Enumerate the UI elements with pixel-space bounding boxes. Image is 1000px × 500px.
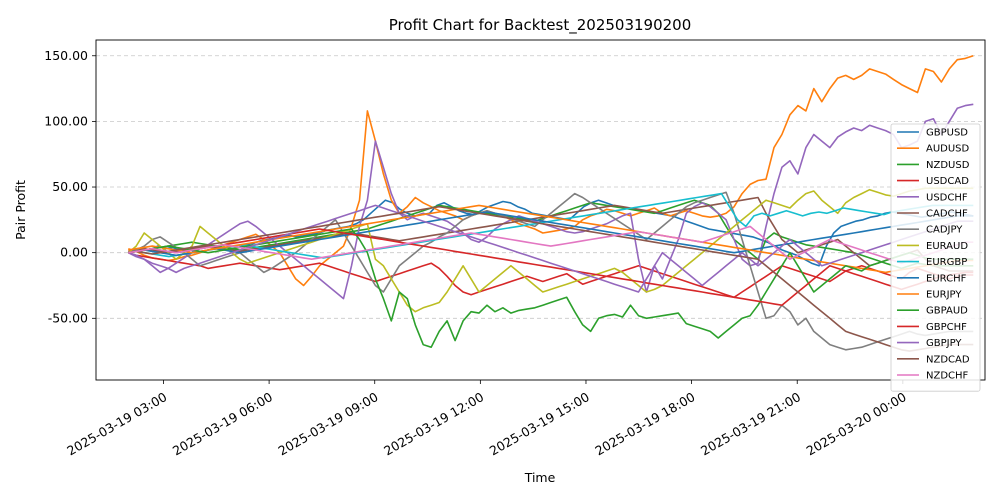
legend-label: USDCAD (926, 176, 969, 187)
legend-label: EURGBP (926, 257, 967, 268)
x-tick-label: 2025-03-19 21:00 (698, 389, 803, 458)
legend-label: GBPUSD (926, 128, 968, 139)
y-tick-label: 50.00 (52, 179, 88, 194)
series-line-eurchf (128, 211, 974, 257)
legend-label: CADCHF (926, 209, 968, 220)
series-line-euraud (127, 187, 974, 313)
series-line-eurgbp (128, 192, 974, 259)
x-tick-label: 2025-03-19 03:00 (64, 389, 169, 458)
series-line-nzdcad (128, 205, 974, 352)
series-line-gbpusd (128, 199, 974, 267)
chart-title: Profit Chart for Backtest_202503190200 (389, 16, 692, 35)
y-tick-label: 150.00 (44, 48, 88, 63)
legend-label: NZDUSD (926, 160, 970, 171)
plot-frame (95, 39, 986, 381)
x-tick-label: 2025-03-20 00:00 (804, 389, 909, 458)
series-line-gbpchf (128, 228, 974, 307)
series-line-nzdchf (128, 225, 974, 265)
legend-label: NZDCAD (926, 354, 970, 365)
legend-label: EURCHF (926, 273, 967, 284)
y-axis-label: Pair Profit (13, 180, 28, 240)
legend-box (890, 123, 981, 392)
legend: GBPUSD AUDUSD NZDUSD USDCAD USDCHF CADCHF CADJ… (890, 123, 981, 392)
legend-label: EURAUD (926, 241, 968, 252)
legend-label: GBPJPY (926, 338, 962, 349)
series-line-usdcad (128, 251, 974, 299)
series-line-gbpaud (128, 228, 974, 349)
x-tick-label: 2025-03-19 18:00 (592, 389, 697, 458)
y-tick-label: 0.00 (60, 245, 88, 260)
legend-label: AUDUSD (926, 144, 970, 155)
legend-label: EURJPY (926, 290, 962, 301)
y-tick-label: 100.00 (44, 113, 88, 128)
series-line-audusd (128, 55, 974, 287)
legend-label: GBPAUD (926, 306, 968, 317)
grid-layer (96, 55, 985, 319)
x-axis-label: Time (524, 470, 556, 485)
legend-label: USDCHF (926, 192, 968, 203)
series-line-cadchf (128, 196, 974, 272)
legend-label: CADJPY (926, 225, 963, 236)
series-line-cadjpy (128, 191, 974, 351)
series-layer (127, 55, 974, 352)
y-tick-label: -50.00 (48, 310, 88, 325)
legend-label: NZDCHF (926, 371, 969, 382)
x-tick-label: 2025-03-19 06:00 (170, 389, 275, 458)
x-tick-label: 2025-03-19 12:00 (381, 389, 486, 458)
legend-label: GBPCHF (926, 322, 967, 333)
series-line-gbpjpy (127, 204, 974, 293)
x-tick-label: 2025-03-19 15:00 (487, 389, 592, 458)
x-tick-label: 2025-03-19 09:00 (276, 389, 381, 458)
